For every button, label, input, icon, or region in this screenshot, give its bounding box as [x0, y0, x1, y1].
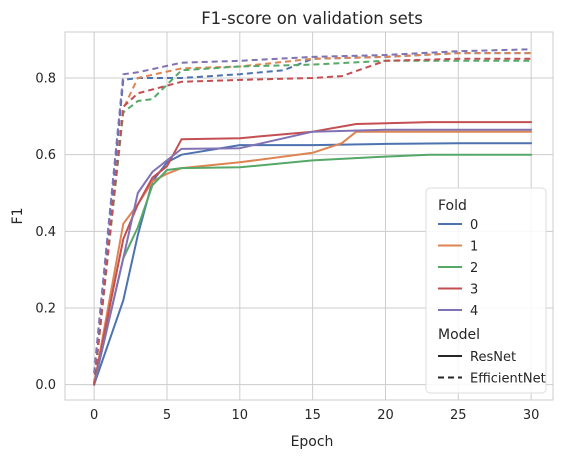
legend-label-fold-4: 4	[470, 304, 478, 319]
series-line-fold-2-resnet	[93, 153, 533, 386]
legend-label-resnet: ResNet	[470, 350, 516, 365]
series-line-fold-4-efficientnet	[93, 48, 532, 374]
y-axis-label: F1	[10, 208, 26, 225]
series-lines	[93, 48, 533, 386]
x-tick-label: 10	[232, 408, 249, 423]
y-tick-label: 0.0	[35, 378, 56, 393]
x-tick-label: 25	[450, 408, 467, 423]
x-axis-label: Epoch	[291, 434, 334, 450]
y-axis-ticks: 0.0 0.2 0.4 0.6 0.8	[35, 72, 56, 394]
chart-title: F1-score on validation sets	[201, 9, 423, 28]
legend-hue-title: Fold	[438, 198, 467, 214]
legend-label-fold-1: 1	[470, 240, 478, 255]
series-line-fold-4-resnet	[93, 128, 533, 386]
y-tick-label: 0.6	[35, 148, 56, 163]
legend: Fold 0 1 2 3 4 Model ResNet EfficientNet	[425, 187, 547, 394]
legend-box	[425, 187, 547, 394]
y-tick-label: 0.2	[35, 302, 56, 317]
series-line-fold-3-efficientnet	[93, 57, 532, 385]
x-tick-label: 15	[304, 408, 321, 423]
legend-label-fold-2: 2	[470, 261, 478, 276]
x-axis-ticks: 0 5 10 15 20 25 30	[90, 408, 539, 423]
series-line-fold-0-efficientnet	[93, 52, 532, 385]
legend-label-efficientnet: EfficientNet	[470, 372, 546, 387]
x-tick-label: 0	[90, 408, 98, 423]
y-tick-label: 0.8	[35, 72, 56, 87]
x-tick-label: 20	[377, 408, 394, 423]
x-tick-label: 30	[523, 408, 540, 423]
legend-label-fold-0: 0	[470, 218, 478, 233]
legend-label-fold-3: 3	[470, 283, 478, 298]
y-tick-label: 0.4	[35, 225, 56, 240]
x-tick-label: 5	[163, 408, 171, 423]
series-line-fold-2-efficientnet	[93, 59, 532, 385]
series-line-fold-0-resnet	[93, 142, 533, 386]
series-line-fold-1-efficientnet	[93, 52, 532, 385]
legend-style-title: Model	[438, 327, 480, 343]
